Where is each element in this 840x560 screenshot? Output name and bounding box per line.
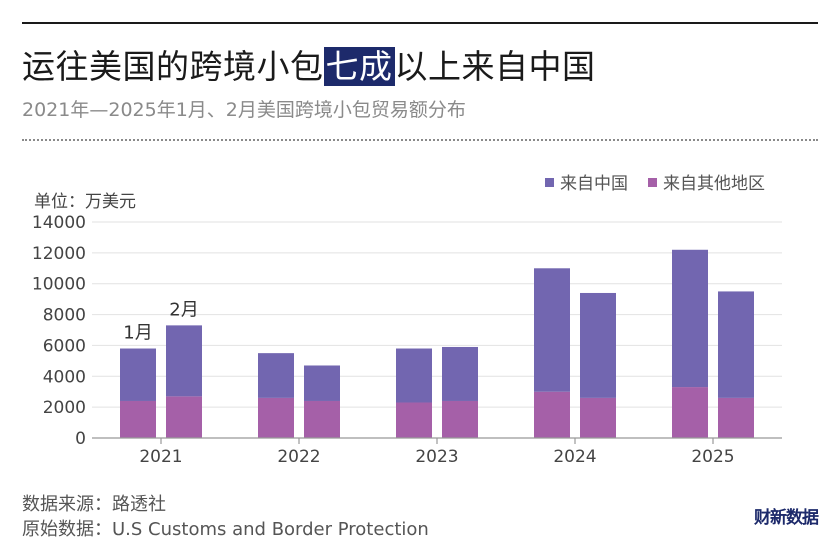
bar-china — [442, 346, 478, 401]
y-tick-label: 0 — [75, 429, 86, 449]
bar-other-regions — [580, 397, 616, 438]
unit-label: 单位：万美元 — [34, 192, 136, 212]
legend-label: 来自其他地区 — [663, 174, 765, 194]
bar-china — [580, 292, 616, 398]
x-tick-label: 2021 — [139, 447, 182, 467]
bar-other-regions — [120, 400, 156, 438]
y-tick-label: 2000 — [43, 398, 86, 418]
x-tick-label: 2024 — [553, 447, 596, 467]
bar-other-regions — [258, 397, 294, 438]
bar-other-regions — [304, 400, 340, 438]
y-tick-label: 6000 — [43, 336, 86, 356]
chart-title: 运往美国的跨境小包七成以上来自中国 — [22, 40, 596, 88]
caixin-logo: 财新数据 — [754, 508, 819, 528]
bar-china — [534, 268, 570, 392]
bar-other-regions — [718, 397, 754, 438]
source-note: 数据来源：路透社 — [22, 494, 166, 515]
title-prefix: 运往美国的跨境小包 — [22, 47, 324, 86]
bar-china — [166, 325, 202, 397]
x-axis: 2021 2022 2023 2024 2025 — [92, 437, 782, 467]
original-data-note: 原始数据：U.S Customs and Border Protection — [22, 519, 429, 540]
dotted-divider — [22, 139, 818, 141]
bar-annotation: 1月 — [123, 323, 152, 344]
bar-other-regions — [166, 396, 202, 438]
x-tick-label: 2023 — [415, 447, 458, 467]
y-tick-label: 12000 — [32, 244, 86, 264]
bar-china — [396, 348, 432, 403]
bar-other-regions — [534, 391, 570, 438]
y-tick-label: 10000 — [32, 275, 86, 295]
title-suffix: 以上来自中国 — [394, 47, 596, 86]
legend-swatch — [545, 178, 554, 187]
bar-china — [672, 249, 708, 388]
top-rule — [22, 22, 818, 24]
annotations: 1月 2月 — [123, 299, 198, 343]
title-highlight: 七成 — [323, 47, 395, 86]
bar-annotation: 2月 — [169, 299, 198, 320]
legend-label: 来自中国 — [560, 174, 628, 194]
legend: 来自中国 来自其他地区 — [545, 174, 765, 194]
bar-china — [120, 348, 156, 401]
bars — [120, 249, 754, 438]
bar-china — [258, 353, 294, 398]
bar-other-regions — [396, 402, 432, 438]
bar-china — [304, 365, 340, 401]
x-tick-label: 2025 — [691, 447, 734, 467]
legend-swatch — [648, 178, 657, 187]
y-tick-label: 14000 — [32, 213, 86, 233]
bar-other-regions — [672, 387, 708, 438]
bar-china — [718, 291, 754, 398]
gridlines — [92, 221, 782, 408]
y-axis: 0 2000 4000 6000 8000 10000 12000 14000 — [32, 213, 86, 449]
x-tick-label: 2022 — [277, 447, 320, 467]
y-tick-label: 4000 — [43, 367, 86, 387]
y-tick-label: 8000 — [43, 306, 86, 326]
bar-other-regions — [442, 400, 478, 438]
chart-subtitle: 2021年—2025年1月、2月美国跨境小包贸易额分布 — [22, 99, 466, 121]
